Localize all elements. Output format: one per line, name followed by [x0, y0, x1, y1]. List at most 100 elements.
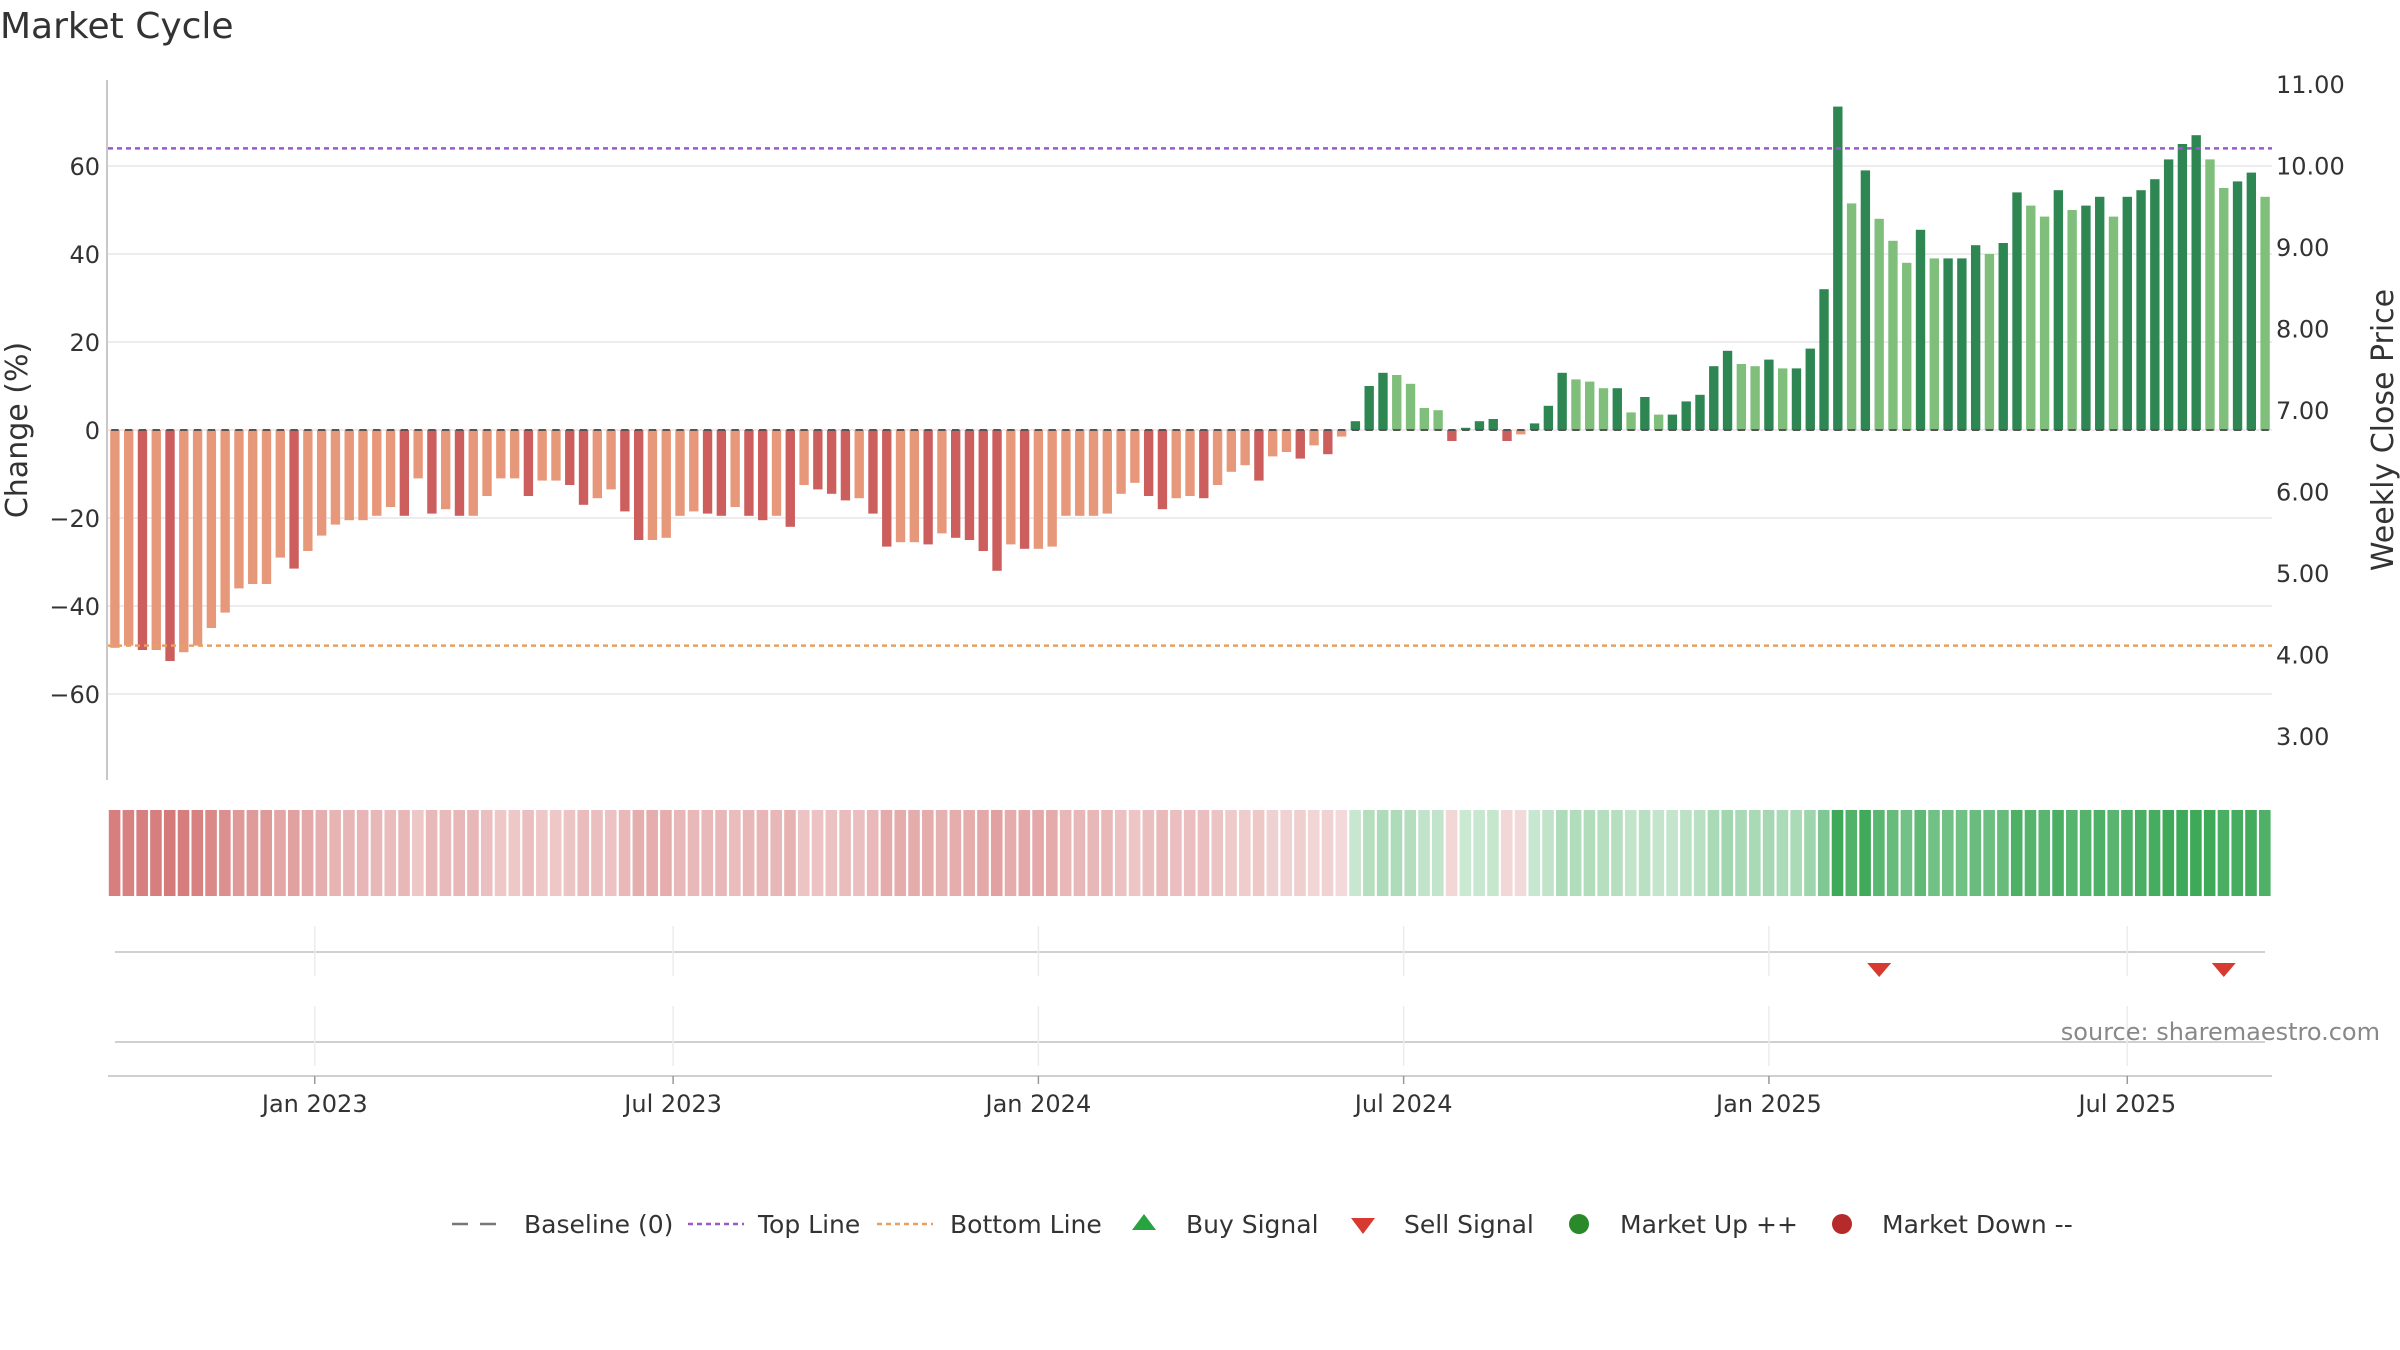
x-tick-label: Jul 2023 — [622, 1090, 722, 1118]
intensity-cell — [1514, 810, 1527, 896]
legend-item-baseline: Baseline (0) — [452, 1210, 673, 1239]
intensity-cell — [122, 810, 135, 896]
change-bar — [951, 430, 961, 538]
change-bar — [785, 430, 795, 527]
intensity-cell — [2190, 810, 2202, 896]
buy-signal-icon — [1132, 1214, 1156, 1230]
change-bar — [1433, 410, 1443, 430]
intensity-cell — [219, 810, 231, 896]
intensity-cell — [287, 810, 300, 896]
intensity-cell — [1294, 810, 1306, 896]
change-bar — [151, 430, 161, 650]
intensity-cell — [1721, 810, 1734, 896]
intensity-cell — [1652, 810, 1665, 896]
change-bar — [1750, 366, 1760, 430]
change-bar — [2177, 144, 2188, 430]
intensity-cell — [1197, 810, 1210, 896]
change-bar — [1419, 408, 1429, 430]
change-bar — [551, 430, 561, 481]
intensity-cell — [646, 810, 658, 896]
change-bar — [1378, 372, 1388, 430]
chart-title: Market Cycle — [0, 6, 234, 47]
change-bar — [2136, 190, 2146, 430]
change-bar — [647, 430, 658, 540]
intensity-cell — [563, 810, 576, 896]
change-bar — [868, 430, 878, 514]
x-tick-label: Jan 2024 — [984, 1090, 1092, 1118]
change-bar — [385, 430, 396, 507]
intensity-cell — [274, 810, 286, 896]
intensity-cell — [908, 810, 920, 896]
intensity-cell — [1693, 810, 1706, 896]
change-bars — [110, 106, 2270, 661]
change-bar — [2246, 172, 2257, 430]
intensity-cell — [990, 810, 1003, 896]
intensity-cell — [2134, 810, 2147, 896]
legend: Baseline (0) Top Line Bottom Line Buy Signa… — [452, 1210, 2073, 1239]
change-bar — [220, 430, 230, 613]
change-bar — [509, 430, 520, 479]
change-bar — [358, 430, 368, 521]
intensity-cell — [2107, 810, 2119, 896]
change-bar — [1626, 412, 1636, 430]
change-bar — [427, 430, 437, 514]
change-bar — [1130, 430, 1140, 483]
intensity-cell — [701, 810, 714, 896]
intensity-cell — [1239, 810, 1251, 896]
change-bar — [1212, 430, 1223, 485]
intensity-cell — [329, 810, 341, 896]
y-right-tick-label: 3.00 — [2276, 723, 2329, 751]
intensity-cell — [412, 810, 424, 896]
change-bar — [496, 430, 506, 479]
change-bar — [275, 430, 285, 558]
intensity-cell — [1611, 810, 1623, 896]
change-bar — [2039, 216, 2050, 430]
intensity-cell — [880, 810, 893, 896]
intensity-cell — [191, 810, 204, 896]
intensity-cell — [1046, 810, 1058, 896]
intensity-cell — [370, 810, 383, 896]
intensity-cell — [384, 810, 397, 896]
intensity-cell — [2245, 810, 2257, 896]
change-bar — [137, 430, 148, 650]
change-bar — [1075, 430, 1085, 516]
intensity-cell — [1900, 810, 1913, 896]
intensity-strip — [108, 810, 2271, 896]
intensity-cell — [108, 810, 121, 896]
intensity-cell — [853, 810, 865, 896]
change-bar — [633, 430, 644, 540]
change-bar — [909, 430, 920, 543]
intensity-cell — [715, 810, 727, 896]
intensity-cell — [1252, 810, 1265, 896]
legend-item-buy: Buy Signal — [1132, 1210, 1319, 1239]
change-bar — [1998, 243, 2008, 430]
intensity-cell — [1170, 810, 1182, 896]
change-bar — [2122, 196, 2132, 430]
intensity-cell — [1087, 810, 1099, 896]
change-bar — [826, 430, 837, 494]
change-bar — [303, 430, 313, 551]
change-bar — [1667, 414, 1678, 430]
intensity-cell — [2066, 810, 2078, 896]
change-bar — [744, 430, 754, 516]
change-bar — [1819, 289, 1829, 430]
intensity-cell — [1804, 810, 1816, 896]
intensity-cell — [1790, 810, 1802, 896]
change-bar — [1791, 368, 1802, 430]
intensity-cell — [1942, 810, 1954, 896]
change-bar — [2191, 135, 2201, 430]
intensity-cell — [1597, 810, 1609, 896]
intensity-cell — [1363, 810, 1375, 896]
change-bar — [1736, 364, 1747, 430]
intensity-cell — [1073, 810, 1086, 896]
change-bar — [2232, 181, 2243, 430]
intensity-cell — [922, 810, 934, 896]
intensity-cell — [2176, 810, 2188, 896]
change-bar — [1488, 419, 1498, 430]
change-bar — [1653, 414, 1664, 430]
change-bar — [1695, 394, 1705, 430]
change-bar — [1902, 262, 1912, 430]
intensity-cell — [2052, 810, 2064, 896]
y-left-tick-label: 20 — [69, 329, 100, 357]
